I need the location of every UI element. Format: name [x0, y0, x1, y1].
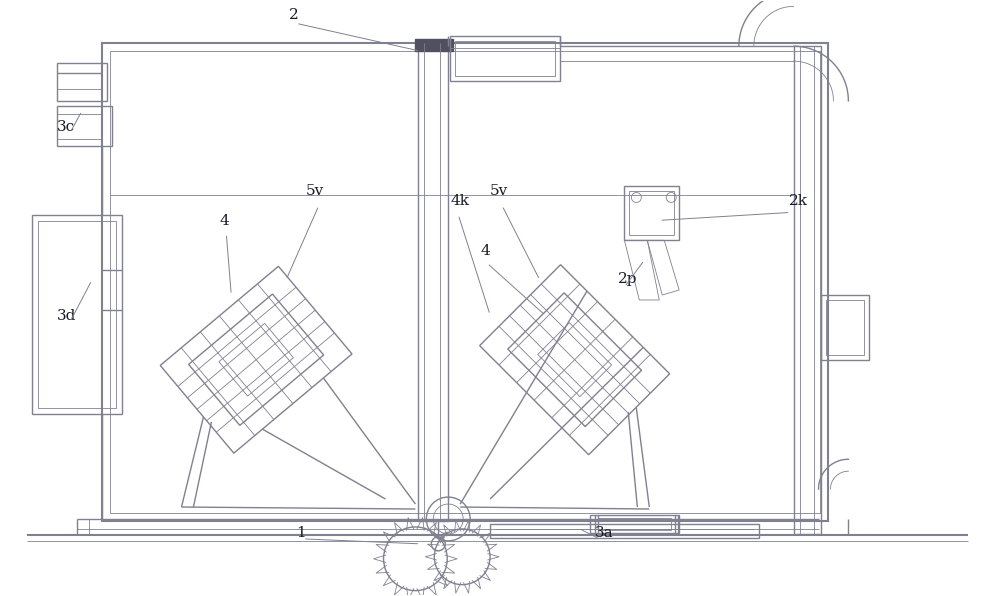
- Bar: [490, 524, 759, 538]
- Bar: [455, 41, 555, 76]
- Bar: [590, 515, 679, 533]
- Bar: [629, 191, 674, 235]
- Bar: [110, 51, 820, 513]
- Text: 4: 4: [480, 244, 490, 258]
- Bar: [57, 106, 112, 145]
- Text: 3a: 3a: [595, 526, 613, 540]
- Text: 1: 1: [296, 526, 306, 540]
- Bar: [826, 300, 864, 355]
- Bar: [794, 46, 821, 534]
- Bar: [598, 518, 671, 530]
- Text: 2k: 2k: [789, 194, 808, 209]
- Bar: [415, 39, 453, 51]
- Text: 5v: 5v: [490, 185, 508, 198]
- Text: 3d: 3d: [57, 309, 76, 323]
- Text: 3c: 3c: [57, 120, 75, 134]
- Bar: [102, 43, 828, 521]
- Text: 2p: 2p: [617, 272, 637, 286]
- Text: 4: 4: [219, 215, 229, 228]
- Bar: [821, 295, 869, 360]
- Bar: [450, 36, 560, 81]
- Bar: [57, 63, 107, 101]
- Text: 4k: 4k: [450, 194, 469, 209]
- Bar: [32, 215, 122, 414]
- Text: 5v: 5v: [306, 185, 324, 198]
- Text: 2: 2: [289, 8, 299, 22]
- Bar: [418, 43, 448, 521]
- Bar: [624, 185, 679, 240]
- Bar: [38, 221, 116, 408]
